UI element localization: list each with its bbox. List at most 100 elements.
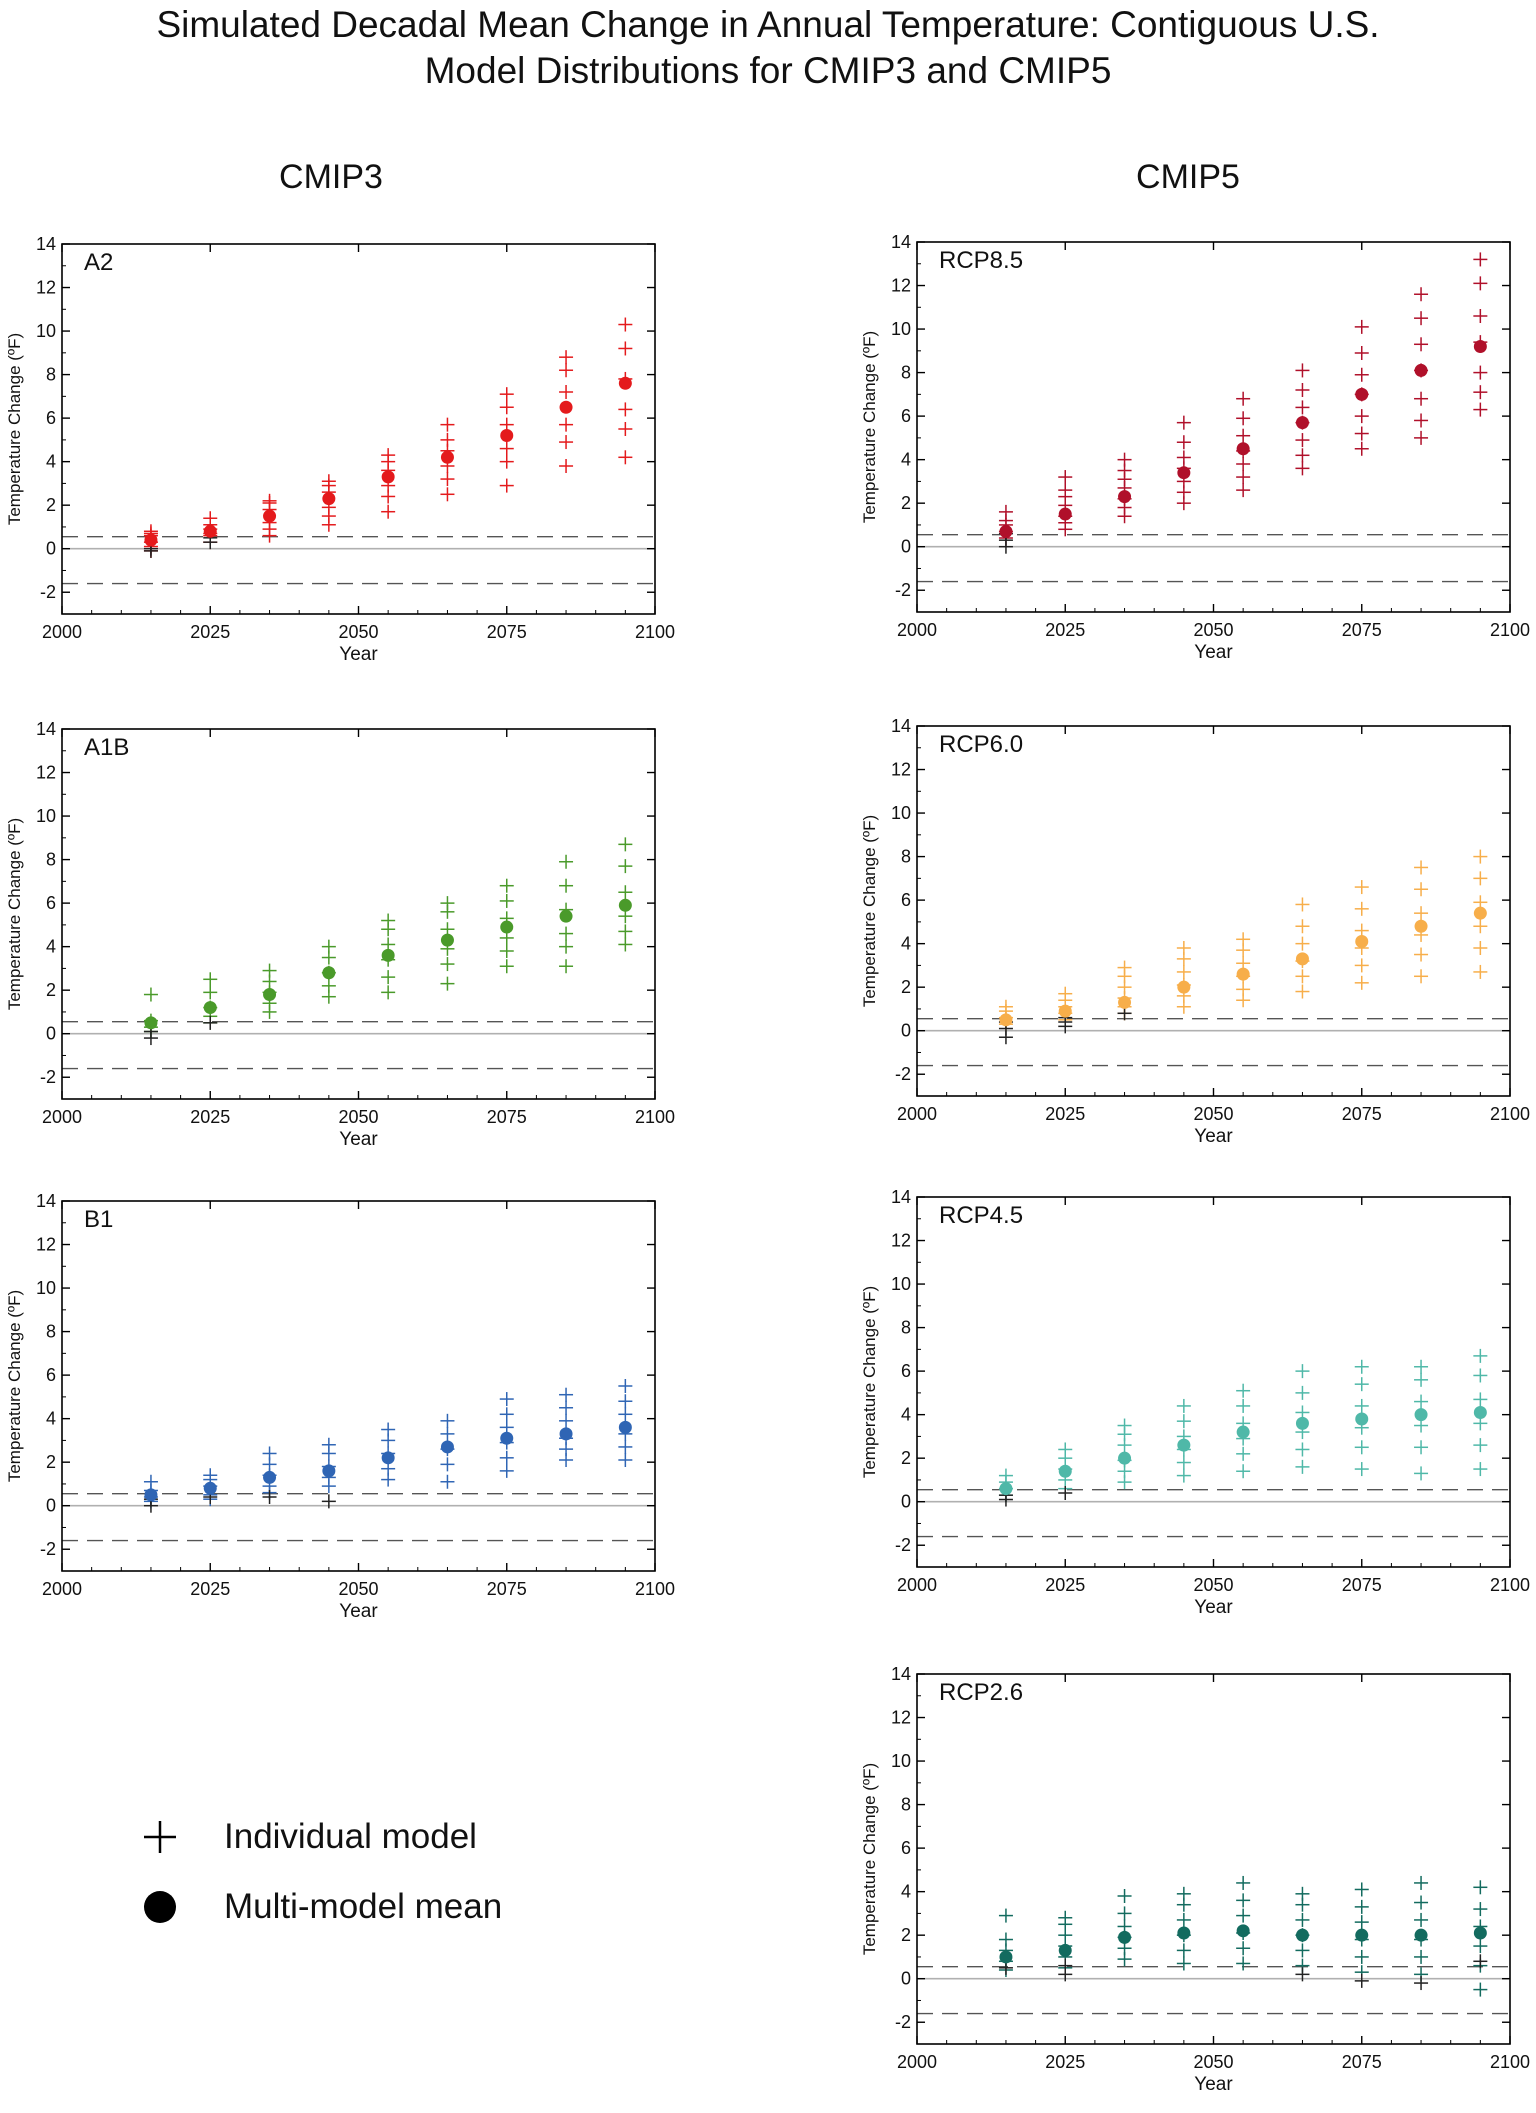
y-tick-label: 4 — [901, 934, 911, 954]
multi-model-mean-point — [1236, 442, 1250, 456]
individual-model-marker — [1414, 1875, 1429, 1890]
individual-model-marker — [1176, 964, 1191, 979]
individual-model-marker — [559, 417, 574, 432]
multi-model-mean-point — [1414, 919, 1428, 933]
individual-model-marker-dark — [1058, 1486, 1073, 1500]
multi-model-mean-point — [144, 1016, 158, 1030]
x-tick-label: 2025 — [1045, 1575, 1085, 1595]
x-tick-label: 2000 — [897, 620, 937, 640]
y-tick-label: 10 — [891, 1751, 911, 1771]
x-axis-label: Year — [1194, 1597, 1233, 1618]
individual-model-marker — [381, 448, 396, 463]
individual-model-marker — [1473, 1438, 1488, 1453]
y-tick-label: 6 — [901, 406, 911, 426]
individual-model-marker — [1354, 958, 1369, 973]
x-tick-label: 2050 — [1193, 620, 1233, 640]
individual-model-marker — [1354, 1398, 1369, 1413]
individual-model-marker — [262, 493, 277, 508]
individual-model-marker — [321, 978, 336, 993]
y-tick-label: 14 — [891, 716, 911, 736]
individual-model-marker — [1236, 1941, 1251, 1956]
individual-model-marker — [1414, 882, 1429, 897]
scenario-label-a1b: A1B — [84, 734, 129, 761]
multi-model-mean-point — [144, 533, 158, 547]
multi-model-mean-point — [381, 1451, 395, 1465]
multi-model-mean-point — [999, 1950, 1013, 1964]
y-axis-label: Temperature Change (ºF) — [860, 815, 879, 1007]
y-tick-label: 8 — [46, 365, 56, 385]
individual-model-marker — [998, 1908, 1013, 1923]
individual-model-marker — [1473, 1392, 1488, 1407]
individual-model-marker — [1117, 452, 1132, 467]
multi-model-mean-point — [1118, 1930, 1132, 1944]
multi-model-mean-point — [500, 1431, 514, 1445]
multi-model-mean-point — [1414, 363, 1428, 377]
y-tick-label: 8 — [901, 1795, 911, 1815]
multi-model-mean-point — [1295, 1928, 1309, 1942]
individual-model-marker — [381, 504, 396, 519]
individual-model-marker — [1058, 470, 1073, 485]
individual-model-marker — [1295, 936, 1310, 951]
multi-model-mean-point — [1414, 1928, 1428, 1942]
multi-model-mean-point — [999, 524, 1013, 538]
individual-model-marker — [1354, 409, 1369, 424]
individual-model-marker — [1295, 1943, 1310, 1958]
x-tick-label: 2100 — [1490, 2052, 1530, 2072]
y-tick-label: 10 — [891, 1274, 911, 1294]
individual-model-marker — [1117, 1418, 1132, 1433]
x-axis-label: Year — [1194, 1126, 1233, 1147]
individual-model-marker — [440, 432, 455, 447]
multi-model-mean-point — [1473, 339, 1487, 353]
individual-model-marker — [1473, 1462, 1488, 1477]
multi-model-mean-point — [1177, 466, 1191, 480]
x-tick-label: 2000 — [42, 1107, 82, 1127]
y-tick-label: 2 — [46, 495, 56, 515]
individual-model-marker — [499, 1392, 514, 1407]
multi-model-mean-point — [381, 470, 395, 484]
individual-model-marker — [1295, 1886, 1310, 1901]
individual-model-marker — [618, 937, 633, 952]
multi-model-mean-point — [144, 1488, 158, 1502]
individual-model-marker — [499, 1463, 514, 1478]
x-tick-label: 2100 — [1490, 1104, 1530, 1124]
individual-model-marker-dark — [262, 1490, 277, 1504]
individual-model-marker-dark — [203, 1015, 218, 1030]
figure-title-line-1: Simulated Decadal Mean Change in Annual … — [156, 4, 1380, 45]
individual-model-marker — [1473, 964, 1488, 979]
y-tick-label: -2 — [895, 1064, 911, 1084]
chart-panel-rcp60: -2 0 2 4 6 8 10 12 14 2000 2025 2050 2075 2100 Year Tem… — [860, 716, 1530, 1147]
individual-model-marker — [618, 450, 633, 465]
individual-model-marker — [499, 441, 514, 456]
multi-model-mean-point — [203, 1481, 217, 1495]
y-tick-label: 10 — [891, 803, 911, 823]
x-tick-label: 2100 — [1490, 1575, 1530, 1595]
scenario-label-a2: A2 — [84, 249, 113, 276]
multi-model-mean-point — [440, 933, 454, 947]
scenario-label-rcp85: RCP8.5 — [939, 247, 1023, 274]
individual-model-marker — [1354, 441, 1369, 456]
y-axis-label: Temperature Change (ºF) — [5, 333, 24, 525]
individual-model-marker — [618, 859, 633, 874]
legend-label-individual-model: Individual model — [224, 1817, 477, 1856]
multi-model-mean-point — [203, 1001, 217, 1015]
individual-model-marker — [1058, 1442, 1073, 1457]
individual-model-marker — [1473, 849, 1488, 864]
individual-model-marker — [1354, 1359, 1369, 1374]
multi-model-mean-point — [1118, 1451, 1132, 1465]
individual-model-marker — [1295, 1385, 1310, 1400]
individual-model-marker — [203, 985, 218, 1000]
individual-model-marker-dark — [321, 1494, 336, 1509]
individual-model-marker — [1473, 365, 1488, 380]
y-tick-label: 0 — [901, 1969, 911, 1989]
individual-model-marker — [559, 1413, 574, 1428]
individual-model-marker-dark — [1354, 1973, 1369, 1988]
multi-model-mean-point — [1118, 995, 1132, 1009]
multi-model-mean-point — [559, 909, 573, 923]
y-tick-label: 4 — [901, 1882, 911, 1902]
x-tick-label: 2025 — [190, 1579, 230, 1599]
y-tick-label: 0 — [46, 1024, 56, 1044]
scenario-label-rcp26: RCP2.6 — [939, 1679, 1023, 1706]
individual-model-marker — [1473, 276, 1488, 291]
individual-model-marker — [559, 939, 574, 954]
individual-model-marker — [203, 1468, 218, 1483]
